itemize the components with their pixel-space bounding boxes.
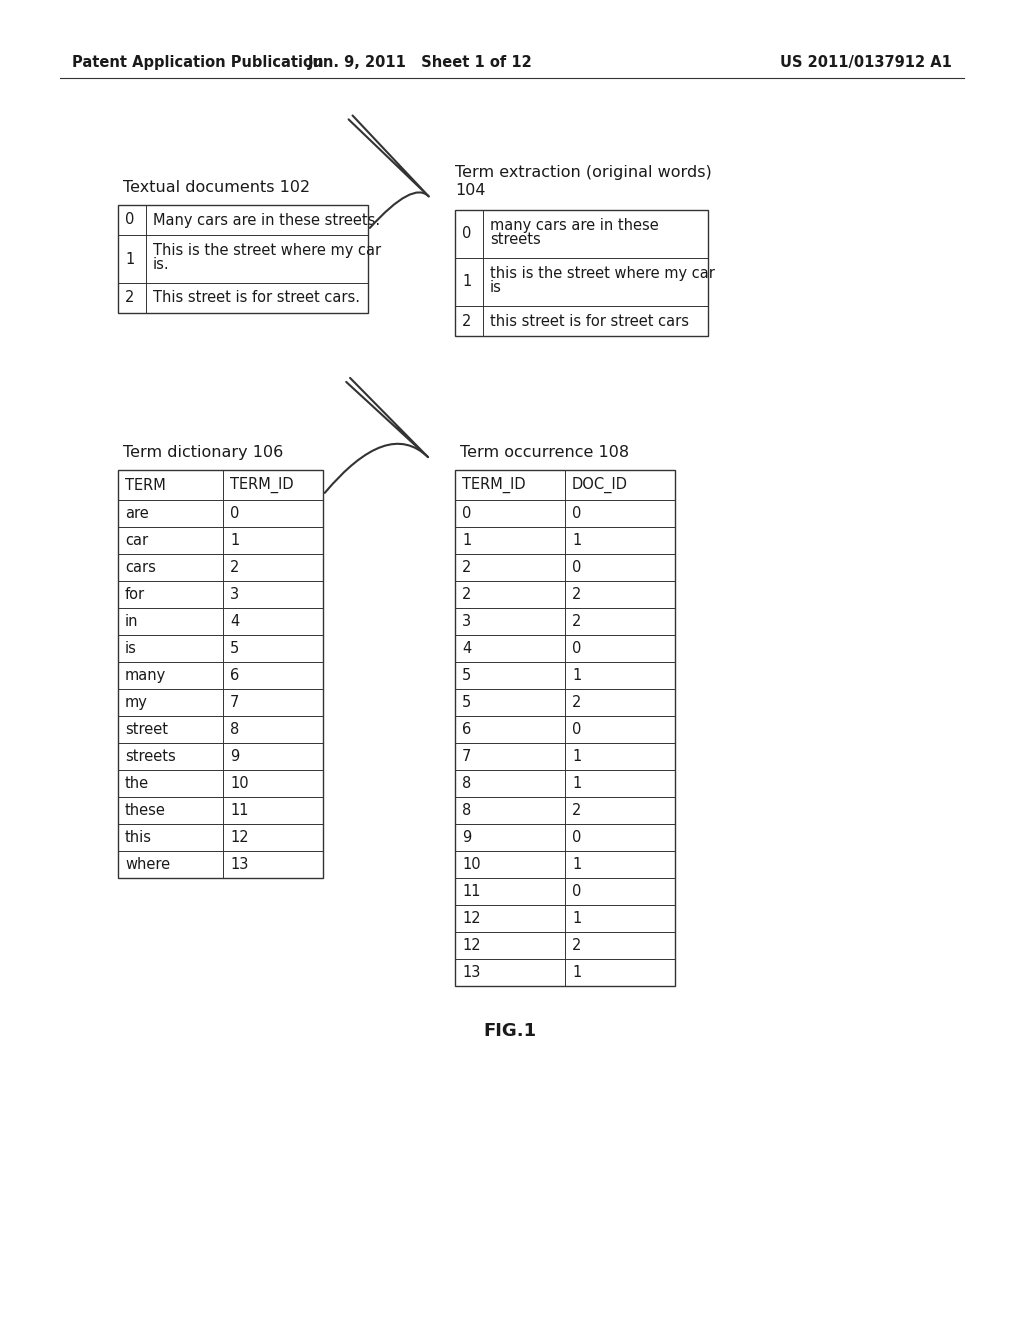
Text: 0: 0 (230, 506, 240, 521)
Text: many cars are in these: many cars are in these (490, 218, 658, 234)
Text: car: car (125, 533, 148, 548)
Text: 1: 1 (572, 776, 582, 791)
Text: is.: is. (153, 257, 170, 272)
Text: 1: 1 (572, 668, 582, 682)
Text: this street is for street cars: this street is for street cars (490, 314, 689, 329)
Text: my: my (125, 696, 147, 710)
Text: is: is (490, 280, 502, 294)
Text: streets: streets (490, 232, 541, 247)
Text: the: the (125, 776, 150, 791)
Text: 1: 1 (572, 911, 582, 927)
Text: 11: 11 (230, 803, 249, 818)
Bar (455, 210, 708, 337)
Bar (118, 205, 368, 313)
Text: 0: 0 (572, 560, 582, 576)
Text: 6: 6 (462, 722, 471, 737)
Text: 12: 12 (230, 830, 249, 845)
Text: 1: 1 (572, 533, 582, 548)
Text: 0: 0 (572, 830, 582, 845)
Text: 7: 7 (462, 748, 471, 764)
Text: 2: 2 (572, 803, 582, 818)
Text: 13: 13 (230, 857, 249, 873)
Text: 13: 13 (462, 965, 480, 979)
Text: 5: 5 (462, 668, 471, 682)
Text: 11: 11 (462, 884, 480, 899)
Text: 3: 3 (462, 614, 471, 630)
Text: 0: 0 (572, 642, 582, 656)
Text: 2: 2 (125, 290, 134, 305)
Text: 8: 8 (230, 722, 240, 737)
Text: TERM_ID: TERM_ID (230, 477, 294, 494)
Text: 4: 4 (230, 614, 240, 630)
Text: FIG.1: FIG.1 (483, 1022, 537, 1040)
Text: Term dictionary 106: Term dictionary 106 (123, 445, 284, 459)
Text: 7: 7 (230, 696, 240, 710)
Text: 1: 1 (125, 252, 134, 267)
Text: 4: 4 (462, 642, 471, 656)
Text: This street is for street cars.: This street is for street cars. (153, 290, 360, 305)
Text: 0: 0 (572, 722, 582, 737)
Text: 5: 5 (462, 696, 471, 710)
Text: 9: 9 (230, 748, 240, 764)
Text: 3: 3 (230, 587, 240, 602)
Text: 2: 2 (462, 560, 471, 576)
Text: 1: 1 (572, 965, 582, 979)
Text: 2: 2 (572, 614, 582, 630)
Text: cars: cars (125, 560, 156, 576)
Text: 0: 0 (572, 884, 582, 899)
Text: 12: 12 (462, 939, 480, 953)
Text: Patent Application Publication: Patent Application Publication (72, 54, 324, 70)
Text: TERM_ID: TERM_ID (462, 477, 525, 494)
Bar (455, 470, 675, 986)
Text: TERM: TERM (125, 478, 166, 492)
Text: for: for (125, 587, 145, 602)
Text: 2: 2 (572, 696, 582, 710)
Text: streets: streets (125, 748, 176, 764)
Text: in: in (125, 614, 138, 630)
Text: where: where (125, 857, 170, 873)
Text: street: street (125, 722, 168, 737)
Text: 1: 1 (572, 748, 582, 764)
Text: many: many (125, 668, 166, 682)
Text: are: are (125, 506, 148, 521)
Text: 8: 8 (462, 803, 471, 818)
Text: 12: 12 (462, 911, 480, 927)
Text: 2: 2 (462, 314, 471, 329)
Text: 1: 1 (230, 533, 240, 548)
Text: Term extraction (original words): Term extraction (original words) (455, 165, 712, 180)
Text: 2: 2 (572, 939, 582, 953)
Text: these: these (125, 803, 166, 818)
Text: 1: 1 (462, 275, 471, 289)
Text: 2: 2 (572, 587, 582, 602)
Text: 9: 9 (462, 830, 471, 845)
Text: DOC_ID: DOC_ID (572, 477, 628, 494)
Text: 0: 0 (125, 213, 134, 227)
Text: US 2011/0137912 A1: US 2011/0137912 A1 (780, 54, 952, 70)
Text: 6: 6 (230, 668, 240, 682)
Text: this: this (125, 830, 152, 845)
Text: 1: 1 (462, 533, 471, 548)
Text: 104: 104 (455, 183, 485, 198)
Text: 5: 5 (230, 642, 240, 656)
Text: 0: 0 (572, 506, 582, 521)
Text: 2: 2 (230, 560, 240, 576)
Text: This is the street where my car: This is the street where my car (153, 243, 381, 257)
Text: 0: 0 (462, 227, 471, 242)
Text: Term occurrence 108: Term occurrence 108 (460, 445, 629, 459)
Text: 2: 2 (462, 587, 471, 602)
Text: Many cars are in these streets.: Many cars are in these streets. (153, 213, 380, 227)
Text: this is the street where my car: this is the street where my car (490, 267, 715, 281)
Text: 8: 8 (462, 776, 471, 791)
Text: 10: 10 (230, 776, 249, 791)
Text: is: is (125, 642, 137, 656)
Text: 1: 1 (572, 857, 582, 873)
Text: Textual documents 102: Textual documents 102 (123, 180, 310, 195)
Text: 10: 10 (462, 857, 480, 873)
Bar (118, 470, 323, 878)
Text: Jun. 9, 2011   Sheet 1 of 12: Jun. 9, 2011 Sheet 1 of 12 (307, 54, 532, 70)
Text: 0: 0 (462, 506, 471, 521)
